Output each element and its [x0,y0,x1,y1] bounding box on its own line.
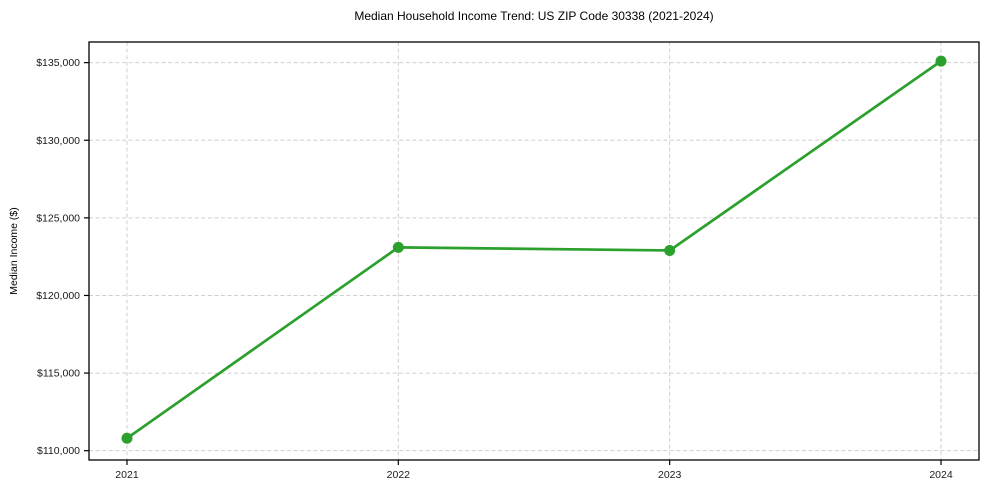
x-tick-label: 2024 [929,469,953,481]
data-point-2024 [935,55,947,67]
data-point-2023 [664,244,676,256]
x-tick-label: 2021 [115,469,139,481]
plot-background [89,42,979,460]
y-tick-label: $110,000 [37,445,80,457]
data-point-2022 [392,241,404,253]
data-point-2021 [121,432,133,444]
trend-line [125,59,943,440]
chart-title: Median Household Income Trend: US ZIP Co… [354,9,714,23]
y-tick-label: $130,000 [36,135,80,147]
x-tick-label: 2023 [658,469,682,481]
y-tick-label: $115,000 [37,368,80,380]
y-tick-label: $135,000 [36,57,80,69]
plot-frame [88,41,980,461]
x-tick-label: 2022 [387,469,411,481]
y-tick-label: $125,000 [36,212,80,224]
y-tick-label: $120,000 [36,290,80,302]
